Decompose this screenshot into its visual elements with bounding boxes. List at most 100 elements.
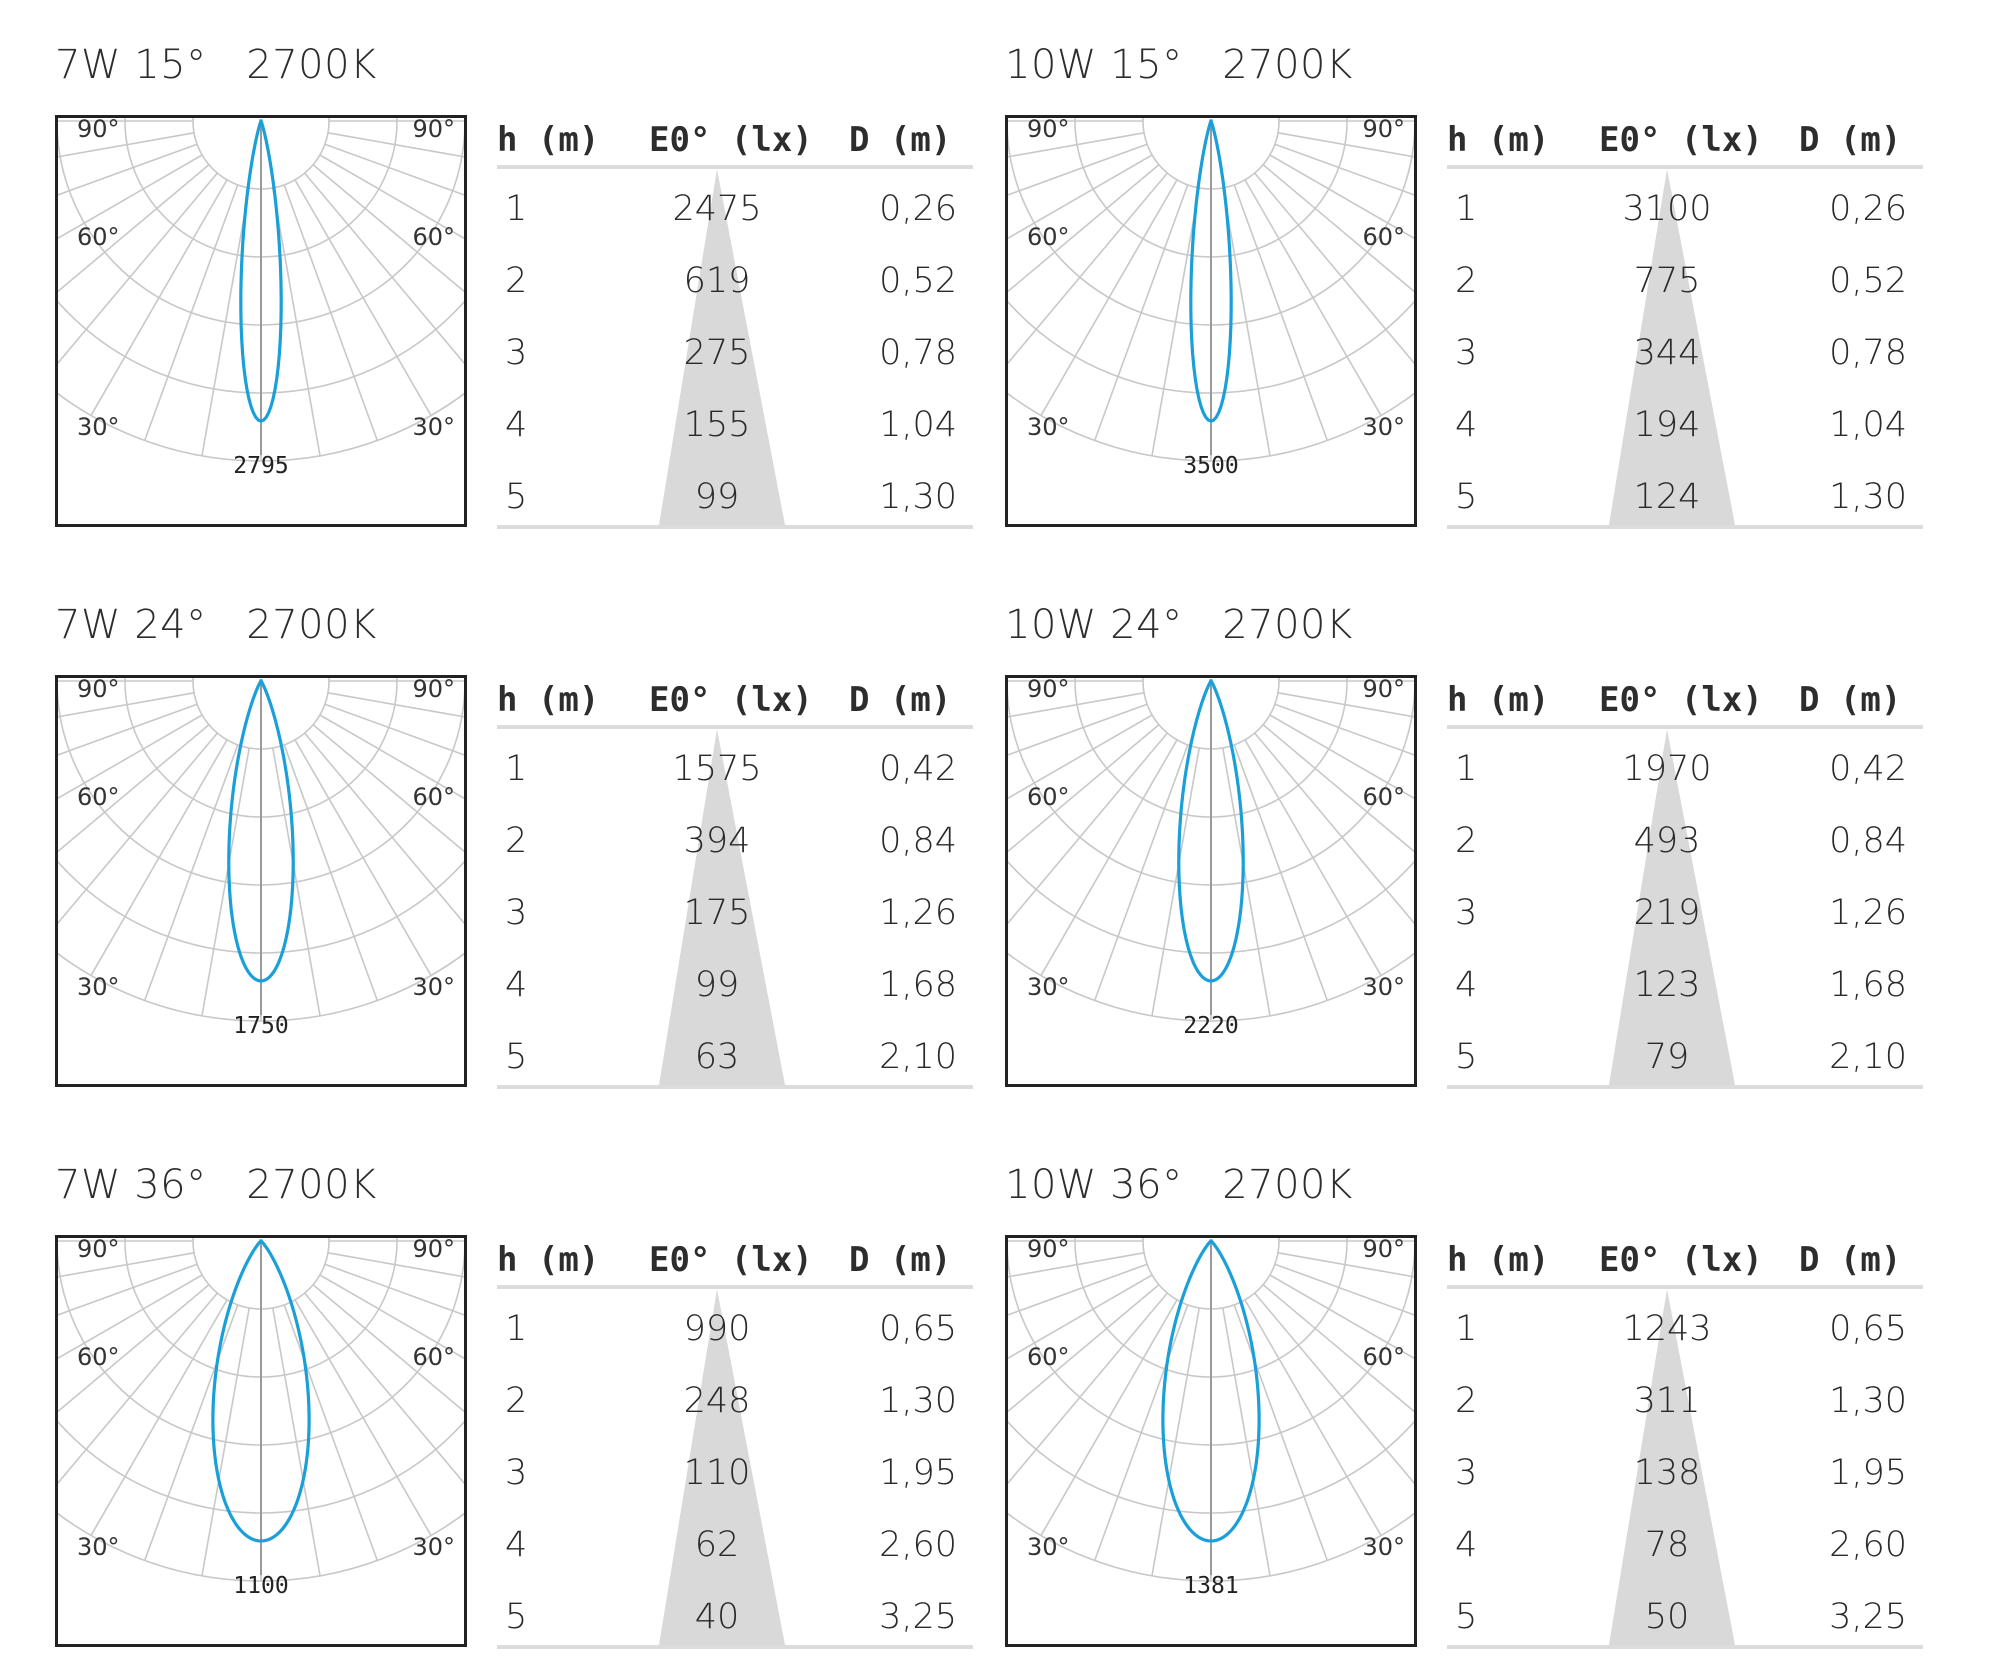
table-row: 3 344 0,78 — [1447, 317, 1923, 389]
column-header-illuminance: E0° (lx) — [649, 680, 813, 720]
cell-height: 1 — [505, 749, 528, 789]
polar-grid-spoke — [55, 724, 210, 855]
polar-grid-spoke — [143, 1304, 239, 1561]
peak-intensity-label: 1381 — [1183, 1573, 1238, 1599]
angle-label: 30° — [1027, 973, 1070, 1001]
angle-label: 60° — [412, 783, 455, 811]
table-row: 4 194 1,04 — [1447, 389, 1923, 461]
polar-grid-spoke — [90, 1299, 228, 1536]
polar-grid-spoke — [1274, 703, 1417, 757]
cell-height: 4 — [505, 965, 528, 1005]
table-row: 4 155 1,04 — [497, 389, 973, 461]
table-row: 1 3100 0,26 — [1447, 173, 1923, 245]
polar-grid-spoke — [324, 703, 467, 757]
polar-grid-spoke — [201, 1307, 250, 1576]
polar-grid-spoke — [1274, 1263, 1417, 1317]
angle-label: 60° — [77, 223, 120, 251]
column-header-diameter: D (m) — [1799, 120, 1902, 160]
table-row: 3 175 1,26 — [497, 877, 973, 949]
cell-height: 5 — [1455, 477, 1478, 517]
cell-diameter: 0,26 — [1829, 189, 1907, 229]
cell-illuminance: 311 — [1633, 1381, 1701, 1421]
polar-grid-spoke — [272, 187, 321, 456]
polar-grid-spoke — [1005, 714, 1153, 801]
cell-diameter: 2,10 — [879, 1037, 957, 1077]
table-row: 5 63 2,10 — [497, 1021, 973, 1093]
polar-grid-spoke — [1005, 164, 1160, 295]
cell-diameter: 2,60 — [1829, 1525, 1907, 1565]
polar-grid-spoke — [1277, 692, 1417, 719]
angle-label: 90° — [77, 675, 120, 703]
angle-label: 60° — [1027, 783, 1070, 811]
angle-label: 90° — [77, 1235, 120, 1263]
angle-label: 90° — [77, 115, 120, 143]
polar-grid-spoke — [283, 184, 379, 441]
polar-luminous-intensity-diagram: 90° 90° 60° 60° 30° 30° 2220 — [1005, 675, 1417, 1087]
cell-illuminance: 78 — [1644, 1525, 1690, 1565]
angle-label: 30° — [1027, 1533, 1070, 1561]
illuminance-table: h (m) E0° (lx) D (m) 1 1970 0,42 2 493 0,84 3 219 1… — [1447, 675, 1923, 1089]
polar-grid-spoke — [55, 732, 218, 928]
table-row: 4 78 2,60 — [1447, 1509, 1923, 1581]
cell-illuminance: 79 — [1644, 1037, 1690, 1077]
polar-grid-spoke — [1254, 172, 1417, 368]
polar-grid-spoke — [1262, 724, 1417, 855]
light-cone-graphic — [1609, 729, 1735, 1085]
polar-grid-spoke — [312, 1284, 467, 1415]
cell-illuminance: 1243 — [1622, 1309, 1712, 1349]
table-bottom-rule — [1447, 525, 1923, 529]
polar-grid-spoke — [1005, 154, 1153, 241]
polar-grid-spoke — [272, 747, 321, 1016]
cell-illuminance: 344 — [1633, 333, 1701, 373]
polar-grid-spoke — [294, 1299, 432, 1536]
polar-grid-spoke — [1254, 732, 1417, 928]
cell-illuminance: 775 — [1633, 261, 1701, 301]
polar-grid-spoke — [294, 739, 432, 976]
cell-height: 2 — [505, 261, 528, 301]
diagram-frame — [55, 115, 467, 527]
cell-diameter: 1,95 — [1829, 1453, 1907, 1493]
table-row: 3 138 1,95 — [1447, 1437, 1923, 1509]
photometric-panel: 7W 36° 2700K 90° 90° 60° 60° 30° 30° 1100 h (m) E… — [55, 1160, 995, 1680]
polar-grid-spoke — [312, 164, 467, 295]
cell-diameter: 0,52 — [1829, 261, 1907, 301]
polar-grid-spoke — [327, 692, 467, 719]
polar-grid-spoke — [1269, 154, 1417, 241]
cell-diameter: 2,60 — [879, 1525, 957, 1565]
cell-height: 2 — [1455, 821, 1478, 861]
peak-intensity-label: 1750 — [233, 1013, 288, 1039]
cell-illuminance: 2475 — [672, 189, 762, 229]
cell-height: 4 — [505, 405, 528, 445]
peak-intensity-label: 3500 — [1183, 453, 1238, 479]
diagram-frame — [1005, 1235, 1417, 1647]
column-header-diameter: D (m) — [1799, 1240, 1902, 1280]
polar-grid-spoke — [1005, 172, 1168, 368]
table-header: h (m) E0° (lx) D (m) — [497, 1235, 973, 1289]
intensity-curve — [1161, 1239, 1261, 1543]
light-cone-graphic — [659, 1289, 785, 1645]
angle-label: 60° — [1362, 223, 1405, 251]
cell-height: 5 — [505, 477, 528, 517]
polar-grid-spoke — [1151, 1307, 1200, 1576]
column-header-height: h (m) — [497, 680, 600, 720]
angle-label: 90° — [1027, 115, 1070, 143]
angle-label: 60° — [1027, 223, 1070, 251]
table-row: 1 1970 0,42 — [1447, 733, 1923, 805]
column-header-diameter: D (m) — [1799, 680, 1902, 720]
illuminance-table: h (m) E0° (lx) D (m) 1 990 0,65 2 248 1,30 3 110 1,… — [497, 1235, 973, 1649]
cell-height: 4 — [1455, 405, 1478, 445]
column-header-height: h (m) — [497, 120, 600, 160]
panel-title: 7W 24° 2700K — [55, 602, 377, 648]
cell-height: 5 — [1455, 1597, 1478, 1637]
cell-diameter: 1,95 — [879, 1453, 957, 1493]
peak-intensity-label: 1100 — [233, 1573, 288, 1599]
diagram-frame — [55, 675, 467, 1087]
cell-diameter: 0,78 — [1829, 333, 1907, 373]
polar-grid-spoke — [272, 1307, 321, 1576]
cell-diameter: 0,84 — [879, 821, 957, 861]
polar-grid-spoke — [55, 154, 203, 241]
cell-illuminance: 248 — [683, 1381, 751, 1421]
table-row: 5 79 2,10 — [1447, 1021, 1923, 1093]
polar-grid-spoke — [1093, 744, 1189, 1001]
polar-grid-spoke — [324, 1263, 467, 1317]
